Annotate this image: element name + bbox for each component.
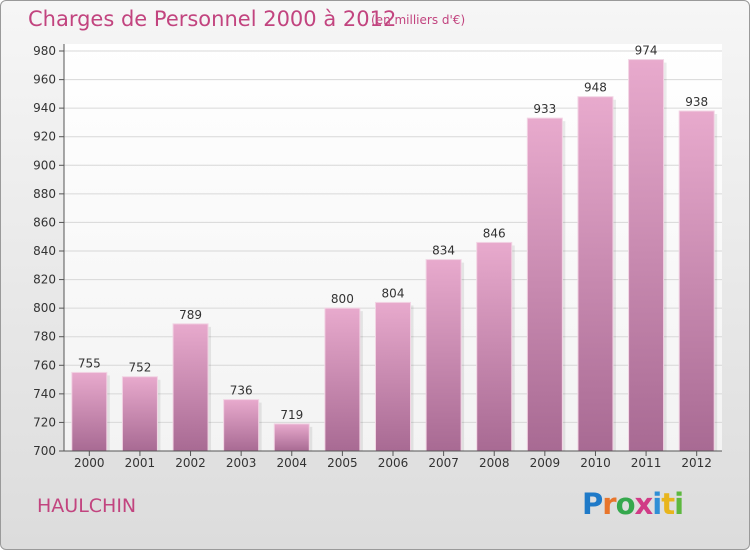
data-label: 834: [432, 244, 455, 258]
x-tick-label: 2006: [378, 456, 409, 470]
y-tick-label: 760: [33, 358, 56, 372]
bar: [628, 59, 665, 452]
axes: [59, 44, 722, 456]
logo-letter: x: [634, 487, 654, 521]
x-tick-label: 2012: [681, 456, 712, 470]
data-label: 974: [635, 44, 658, 58]
logo-letter: o: [615, 487, 636, 521]
y-tick-label: 960: [33, 73, 56, 87]
bar: [425, 259, 462, 452]
labels: 700 720 740 760 780 800 820 840 860 880 900 920 940 9…: [33, 44, 712, 470]
x-tick-label: 2007: [428, 456, 459, 470]
y-tick-label: 860: [33, 215, 56, 229]
bar: [375, 301, 411, 452]
bar: [223, 399, 260, 452]
y-tick-label: 820: [33, 273, 56, 287]
y-tick-label: 800: [33, 301, 56, 315]
x-tick-label: 2009: [530, 456, 561, 470]
chart-subtitle: (en milliers d'€): [371, 13, 466, 27]
data-label: 755: [78, 356, 101, 370]
data-label: 789: [179, 308, 202, 322]
bar: [71, 371, 108, 452]
chart-title: Charges de Personnel 2000 à 2012: [28, 7, 397, 31]
data-label: 752: [128, 361, 151, 375]
x-tick-label: 2000: [74, 456, 105, 470]
bar: [172, 323, 209, 452]
bar: [577, 96, 614, 452]
logo-letter: i: [652, 487, 662, 521]
x-tick-label: 2002: [175, 456, 206, 470]
y-tick-label: 880: [33, 187, 56, 201]
commune-name: HAULCHIN: [37, 495, 137, 517]
data-label: 948: [584, 81, 607, 95]
bar: [526, 117, 563, 452]
x-tick-label: 2004: [276, 456, 307, 470]
x-tick-label: 2001: [125, 456, 156, 470]
y-tick-label: 840: [33, 244, 56, 258]
proxiti-logo: Proxiti: [582, 487, 684, 521]
data-label: 938: [685, 95, 708, 109]
bars: [71, 59, 718, 452]
y-tick-label: 900: [33, 158, 56, 172]
y-tick-label: 720: [33, 415, 56, 429]
bar: [324, 307, 361, 452]
logo-letter: t: [661, 487, 675, 521]
x-tick-label: 2011: [631, 456, 662, 470]
bar: [678, 110, 715, 452]
x-tick-label: 2008: [479, 456, 510, 470]
data-label: 719: [280, 408, 303, 422]
logo-letter: P: [582, 487, 603, 521]
data-label: 933: [533, 102, 556, 116]
y-tick-label: 920: [33, 130, 56, 144]
data-label: 804: [382, 286, 405, 300]
y-tick-label: 700: [33, 444, 56, 458]
bar: [121, 376, 158, 452]
y-tick-label: 780: [33, 330, 56, 344]
x-tick-label: 2005: [327, 456, 358, 470]
data-label: 846: [483, 226, 506, 240]
bar: [273, 423, 310, 452]
y-tick-label: 740: [33, 387, 56, 401]
bar: [476, 241, 513, 452]
logo-letter: i: [674, 487, 684, 521]
x-tick-label: 2003: [226, 456, 257, 470]
y-tick-label: 980: [33, 44, 56, 58]
data-label: 800: [331, 292, 354, 306]
logo-letter: r: [602, 487, 616, 521]
x-tick-label: 2010: [580, 456, 611, 470]
y-tick-label: 940: [33, 101, 56, 115]
data-label: 736: [230, 384, 253, 398]
